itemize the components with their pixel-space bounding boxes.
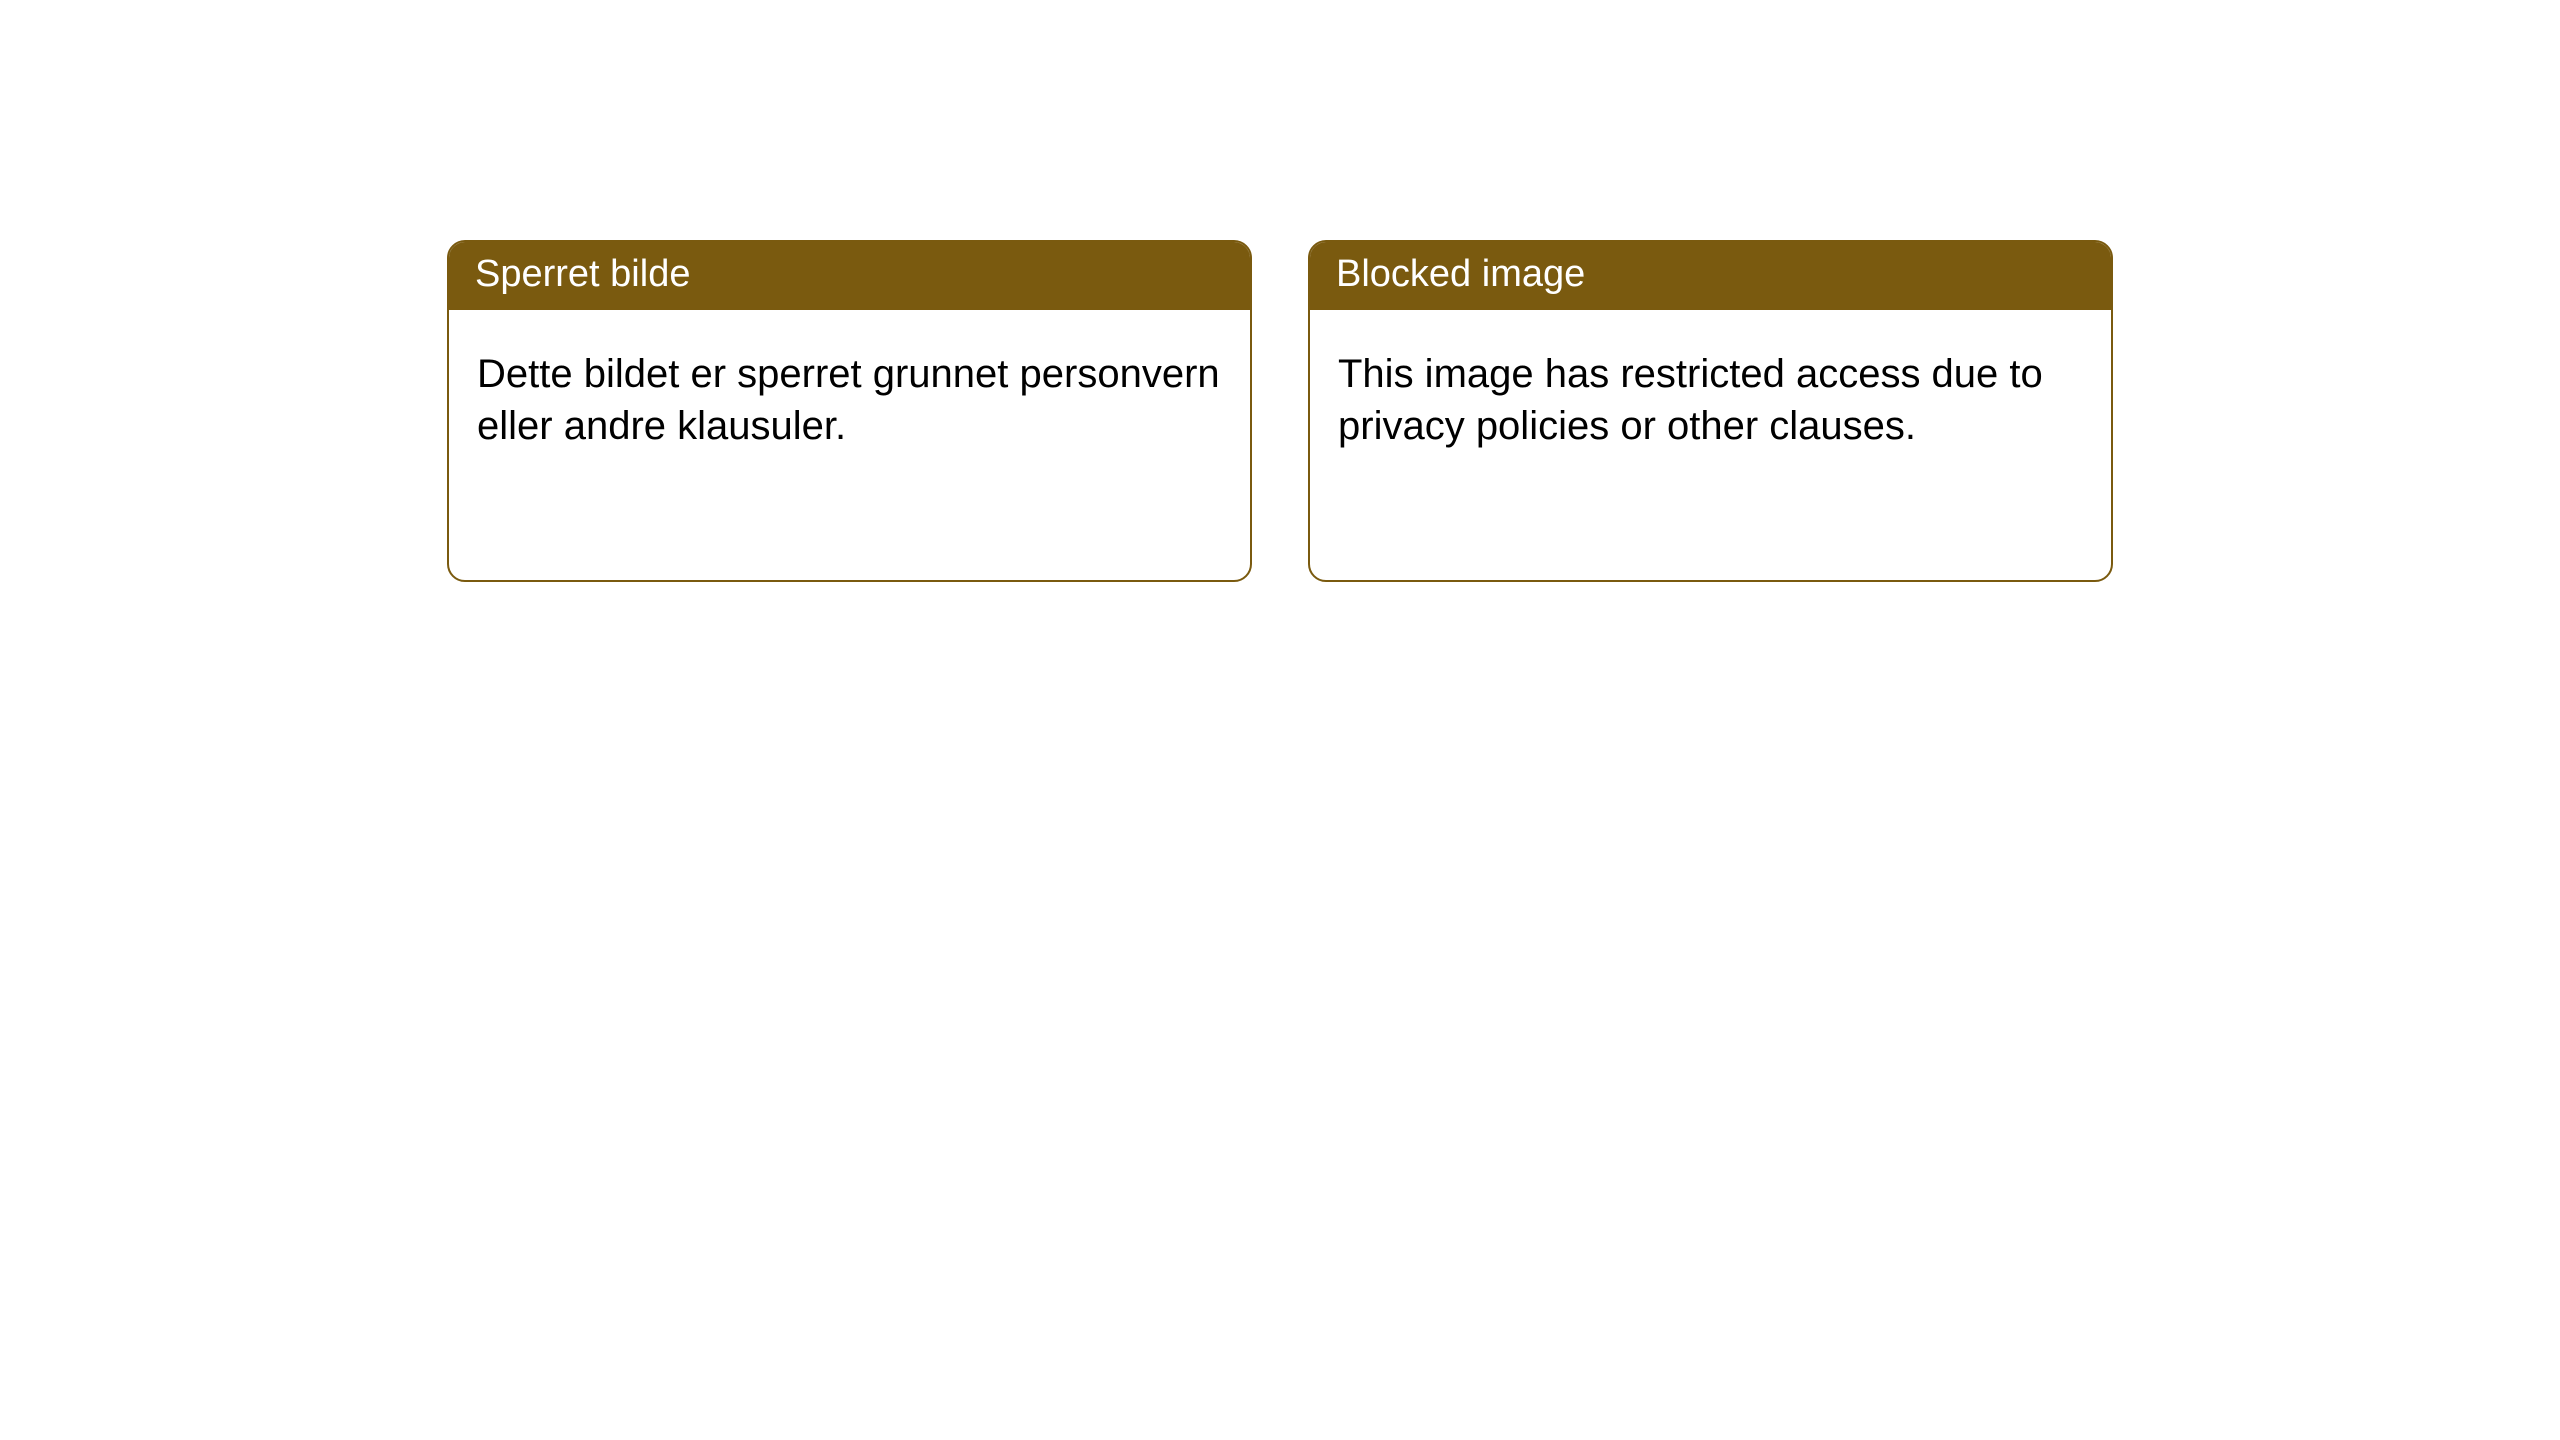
notice-body: Dette bildet er sperret grunnet personve…	[449, 310, 1250, 580]
notice-header: Sperret bilde	[449, 242, 1250, 310]
notice-container: Sperret bilde Dette bildet er sperret gr…	[0, 0, 2560, 582]
notice-header: Blocked image	[1310, 242, 2111, 310]
notice-box-norwegian: Sperret bilde Dette bildet er sperret gr…	[447, 240, 1252, 582]
notice-body: This image has restricted access due to …	[1310, 310, 2111, 580]
notice-box-english: Blocked image This image has restricted …	[1308, 240, 2113, 582]
